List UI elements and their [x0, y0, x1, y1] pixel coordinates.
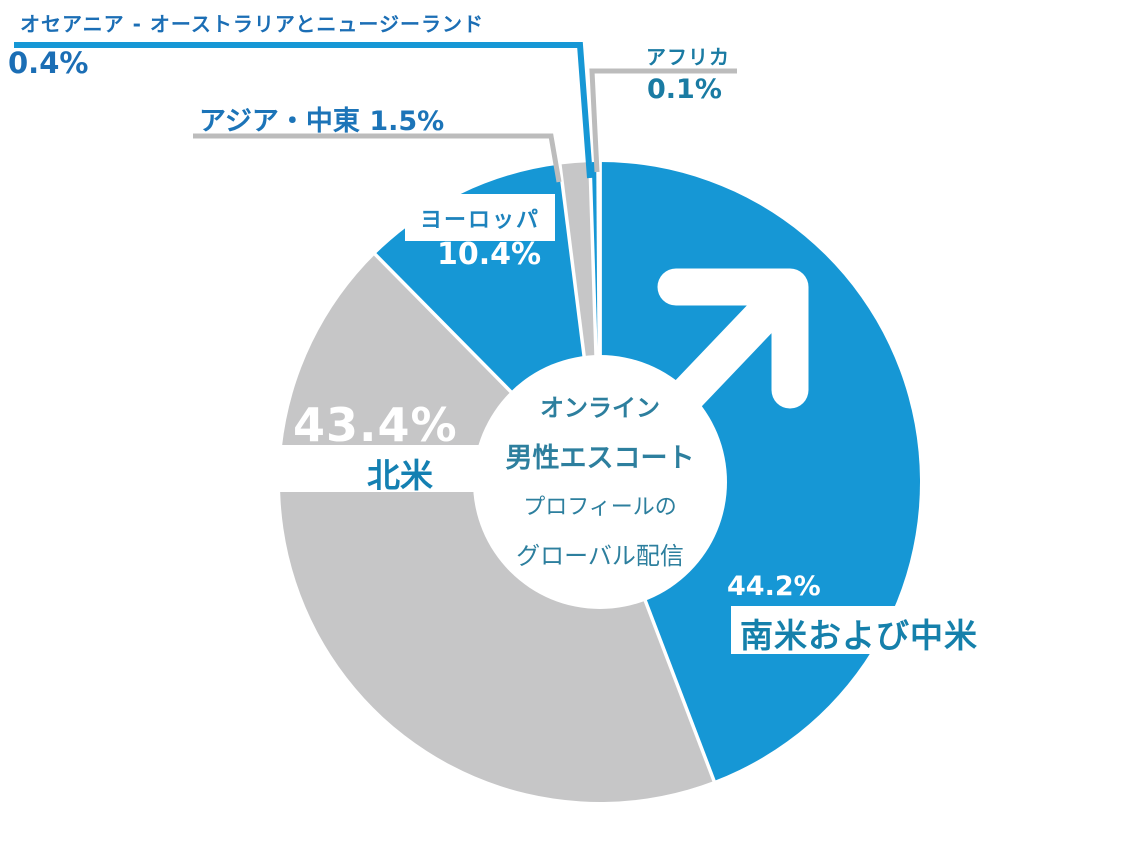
chart-title-line-2: 男性エスコート [505, 443, 695, 474]
north-america-label-box [224, 445, 497, 492]
europe-label-box [405, 194, 555, 241]
europe-value: 10.4% [437, 237, 542, 272]
oceania-value: 0.4% [8, 46, 89, 80]
chart-title-line-4: グローバル配信 [516, 542, 684, 570]
north-america-label: 北米 [367, 456, 433, 495]
south-america-label-box [731, 606, 968, 654]
oceania-label: オセアニア - オーストラリアとニュージーランド [20, 12, 485, 36]
male-arrow-icon [657, 268, 809, 414]
europe-label: ヨーロッパ [419, 208, 540, 233]
chart-title: オンライン 男性エスコート プロフィールの グローバル配信 [450, 388, 750, 571]
asia-leader-line [193, 133, 562, 183]
south-america-label: 南米および中米 [740, 616, 978, 655]
africa-label: アフリカ [646, 45, 730, 69]
asia-middle-east-label: アジア・中東 1.5% [199, 106, 445, 137]
chart-title-line-3: プロフィールの [523, 495, 677, 520]
donut-hole [473, 355, 727, 609]
north-america-value: 43.4% [293, 398, 458, 452]
south-america-value: 44.2% [727, 571, 821, 602]
oceania-leader-line [14, 42, 593, 179]
africa-value: 0.1% [647, 74, 722, 105]
africa-leader-line [589, 68, 737, 173]
chart-title-line-1: オンライン [540, 394, 660, 422]
